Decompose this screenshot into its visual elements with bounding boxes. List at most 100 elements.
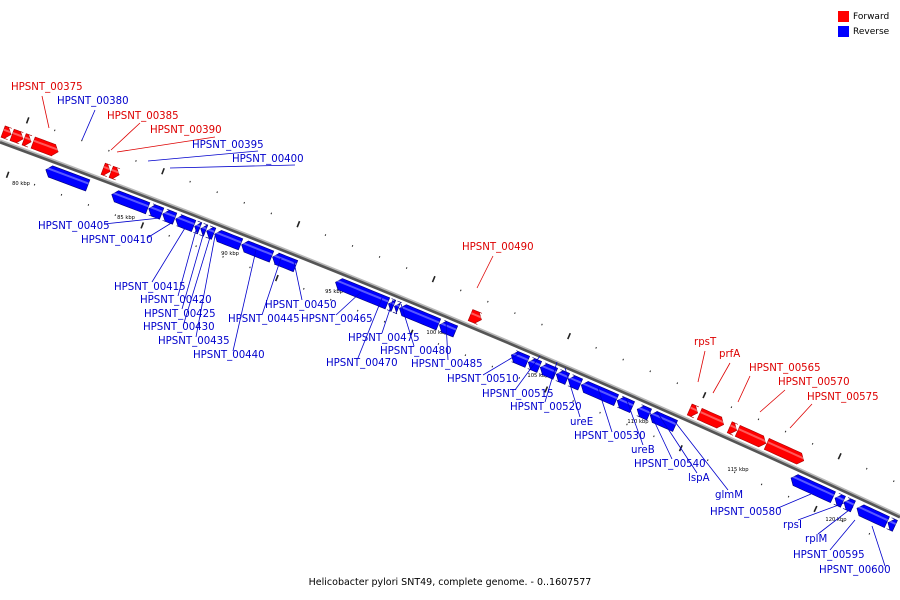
gene-glyph[interactable] xyxy=(0,125,13,140)
gene-glyph[interactable] xyxy=(148,203,165,220)
gene-label[interactable]: HPSNT_00430 xyxy=(143,322,215,333)
gene-label[interactable]: HPSNT_00410 xyxy=(81,235,153,246)
gene-glyph[interactable] xyxy=(686,403,699,419)
gene-glyph[interactable] xyxy=(763,438,805,465)
gene-glyph[interactable] xyxy=(335,278,391,310)
gene-glyph[interactable] xyxy=(214,229,244,251)
gene-glyph[interactable] xyxy=(649,411,678,432)
gene-label[interactable]: glmM xyxy=(715,490,743,501)
gene-label[interactable]: HPSNT_00390 xyxy=(150,125,222,136)
gene-label[interactable]: HPSNT_00425 xyxy=(144,309,216,320)
gene-glyph[interactable] xyxy=(205,225,217,240)
gene-label[interactable]: HPSNT_00580 xyxy=(710,507,782,518)
gene-glyph[interactable] xyxy=(272,252,299,273)
gene-label[interactable]: HPSNT_00520 xyxy=(510,402,582,413)
gene-glyph[interactable] xyxy=(636,404,652,421)
gene-label[interactable]: rpsI xyxy=(783,520,802,531)
leader-line xyxy=(183,233,212,324)
gene-glyph[interactable] xyxy=(790,474,836,504)
gene-glyph[interactable] xyxy=(555,369,571,385)
leader-line xyxy=(116,136,216,153)
gene-glyph[interactable] xyxy=(567,374,584,391)
gene-glyph[interactable] xyxy=(175,214,197,232)
gene-glyph[interactable] xyxy=(162,208,178,225)
scale-tick xyxy=(865,467,868,470)
gene-label[interactable]: HPSNT_00485 xyxy=(411,359,483,370)
gene-sheen xyxy=(12,132,25,138)
scale-tick xyxy=(464,354,467,357)
gene-sheen xyxy=(888,519,897,525)
gene-label[interactable]: HPSNT_00440 xyxy=(193,350,265,361)
gene-glyph[interactable] xyxy=(510,350,531,368)
gene-label[interactable]: HPSNT_00600 xyxy=(819,565,891,576)
gene-body xyxy=(30,136,59,157)
gene-sheen xyxy=(439,322,457,331)
gene-label[interactable]: HPSNT_00380 xyxy=(57,96,129,107)
scale-tick xyxy=(189,180,191,183)
gene-glyph[interactable] xyxy=(100,162,112,177)
gene-glyph[interactable] xyxy=(108,165,121,181)
gene-glyph[interactable] xyxy=(856,504,890,528)
gene-label[interactable]: HPSNT_00450 xyxy=(265,300,337,311)
gene-body xyxy=(510,350,531,368)
gene-glyph[interactable] xyxy=(726,421,739,436)
gene-label[interactable]: lspA xyxy=(688,473,710,484)
gene-glyph[interactable] xyxy=(193,220,203,235)
gene-label[interactable]: HPSNT_00445 xyxy=(228,314,300,325)
gene-label[interactable]: HPSNT_00575 xyxy=(807,392,879,403)
gene-glyph[interactable] xyxy=(399,304,442,331)
gene-label[interactable]: HPSNT_00400 xyxy=(232,154,304,165)
gene-glyph[interactable] xyxy=(734,424,767,448)
gene-label[interactable]: HPSNT_00515 xyxy=(482,389,554,400)
gene-label[interactable]: HPSNT_00595 xyxy=(793,550,865,561)
gene-glyph[interactable] xyxy=(616,395,635,413)
gene-label[interactable]: HPSNT_00475 xyxy=(348,333,420,344)
gene-label[interactable]: HPSNT_00375 xyxy=(11,82,83,93)
gene-label[interactable]: HPSNT_00510 xyxy=(447,374,519,385)
gene-glyph[interactable] xyxy=(467,309,483,325)
gene-label[interactable]: HPSNT_00490 xyxy=(462,242,534,253)
gene-body xyxy=(696,408,725,429)
gene-glyph[interactable] xyxy=(30,136,60,157)
gene-label[interactable]: rplM xyxy=(805,534,827,545)
scale-tick xyxy=(868,532,871,535)
gene-glyph[interactable] xyxy=(696,408,725,429)
gene-glyph[interactable] xyxy=(886,517,898,532)
gene-label[interactable]: HPSNT_00480 xyxy=(380,346,452,357)
gene-body xyxy=(856,504,890,528)
gene-label[interactable]: ureB xyxy=(631,445,655,456)
gene-label[interactable]: HPSNT_00405 xyxy=(38,221,110,232)
gene-sheen xyxy=(581,382,618,400)
gene-label[interactable]: HPSNT_00530 xyxy=(574,431,646,442)
gene-label[interactable]: ureE xyxy=(570,417,593,428)
kbp-label: 95 kbp xyxy=(325,289,344,295)
gene-glyph[interactable] xyxy=(439,320,459,338)
gene-label[interactable]: HPSNT_00465 xyxy=(301,314,373,325)
gene-label[interactable]: HPSNT_00420 xyxy=(140,295,212,306)
scale-tick xyxy=(514,312,516,315)
gene-glyph[interactable] xyxy=(9,128,25,145)
gene-label[interactable]: HPSNT_00470 xyxy=(326,358,398,369)
gene-glyph[interactable] xyxy=(392,300,403,315)
leader-line xyxy=(817,506,854,535)
gene-glyph[interactable] xyxy=(199,223,209,237)
gene-body xyxy=(833,492,846,508)
gene-label[interactable]: HPSNT_00395 xyxy=(192,140,264,151)
gene-label[interactable]: HPSNT_00415 xyxy=(114,282,186,293)
gene-glyph[interactable] xyxy=(842,497,856,513)
gene-label[interactable]: HPSNT_00435 xyxy=(158,336,230,347)
gene-label[interactable]: HPSNT_00570 xyxy=(778,377,850,388)
gene-label[interactable]: HPSNT_00540 xyxy=(634,459,706,470)
gene-label[interactable]: rpsT xyxy=(694,337,717,348)
gene-glyph[interactable] xyxy=(241,240,275,263)
gene-glyph[interactable] xyxy=(111,190,151,215)
gene-sheen xyxy=(195,223,201,228)
gene-glyph[interactable] xyxy=(21,133,33,148)
gene-body xyxy=(726,421,739,436)
kbp-label: 100 kbp xyxy=(426,330,448,336)
gene-glyph[interactable] xyxy=(833,492,846,508)
gene-label[interactable]: HPSNT_00385 xyxy=(107,111,179,122)
gene-glyph[interactable] xyxy=(45,165,91,192)
gene-label[interactable]: HPSNT_00565 xyxy=(749,363,821,374)
gene-label[interactable]: prfA xyxy=(719,349,740,360)
